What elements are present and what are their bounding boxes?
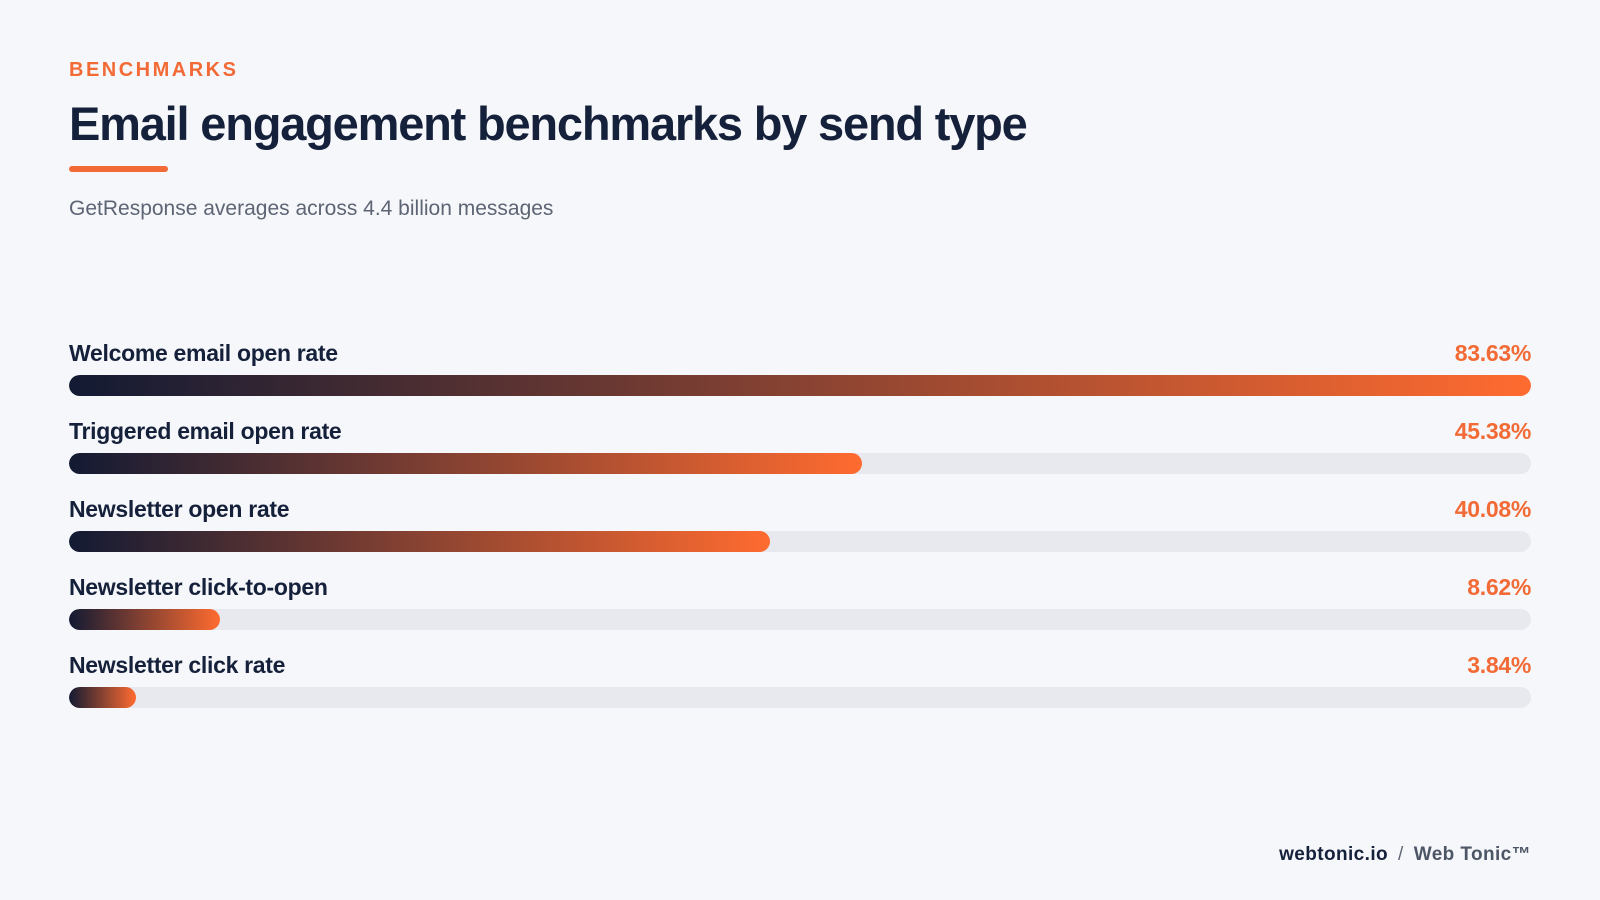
bar-row: Newsletter click-to-open 8.62% xyxy=(69,570,1531,648)
bar-row: Triggered email open rate 45.38% xyxy=(69,414,1531,492)
bar-value-label: 8.62% xyxy=(1467,574,1531,600)
bar-track xyxy=(69,687,1531,708)
bar-label: Welcome email open rate xyxy=(69,340,338,366)
footer-credit: webtonic.io / Web Tonic™ xyxy=(1279,844,1531,866)
bar-row: Newsletter click rate 3.84% xyxy=(69,648,1531,726)
title-underline xyxy=(69,166,168,172)
footer-brand: Web Tonic™ xyxy=(1413,844,1531,865)
chart-subtitle: GetResponse averages across 4.4 billion … xyxy=(69,197,554,220)
chart-title: Email engagement benchmarks by send type xyxy=(69,97,1028,150)
bar-label: Newsletter click-to-open xyxy=(69,574,328,600)
bar-value-label: 83.63% xyxy=(1454,340,1532,366)
bar-label: Triggered email open rate xyxy=(69,418,342,444)
bar-track xyxy=(69,375,1531,396)
chart-page: BENCHMARKS Email engagement benchmarks b… xyxy=(69,0,1531,900)
bar-row: Newsletter open rate 40.08% xyxy=(69,492,1531,570)
bar-track xyxy=(69,609,1531,630)
bar-track xyxy=(69,531,1531,552)
bar-label: Newsletter click rate xyxy=(69,652,286,678)
bar-value-label: 45.38% xyxy=(1454,418,1532,444)
bar-label: Newsletter open rate xyxy=(69,496,290,522)
bar xyxy=(69,687,136,708)
bar xyxy=(69,609,220,630)
bar-value-label: 3.84% xyxy=(1467,652,1531,678)
bar xyxy=(69,453,862,474)
bar-list: Welcome email open rate 83.63% Triggered e… xyxy=(69,336,1531,726)
bar-value-label: 40.08% xyxy=(1454,496,1532,522)
eyebrow-label: BENCHMARKS xyxy=(69,59,239,81)
bar xyxy=(69,375,1531,396)
bar-row: Welcome email open rate 83.63% xyxy=(69,336,1531,414)
bar xyxy=(69,531,770,552)
footer-site: webtonic.io xyxy=(1279,844,1389,865)
bar-track xyxy=(69,453,1531,474)
footer-separator: / xyxy=(1398,844,1404,865)
